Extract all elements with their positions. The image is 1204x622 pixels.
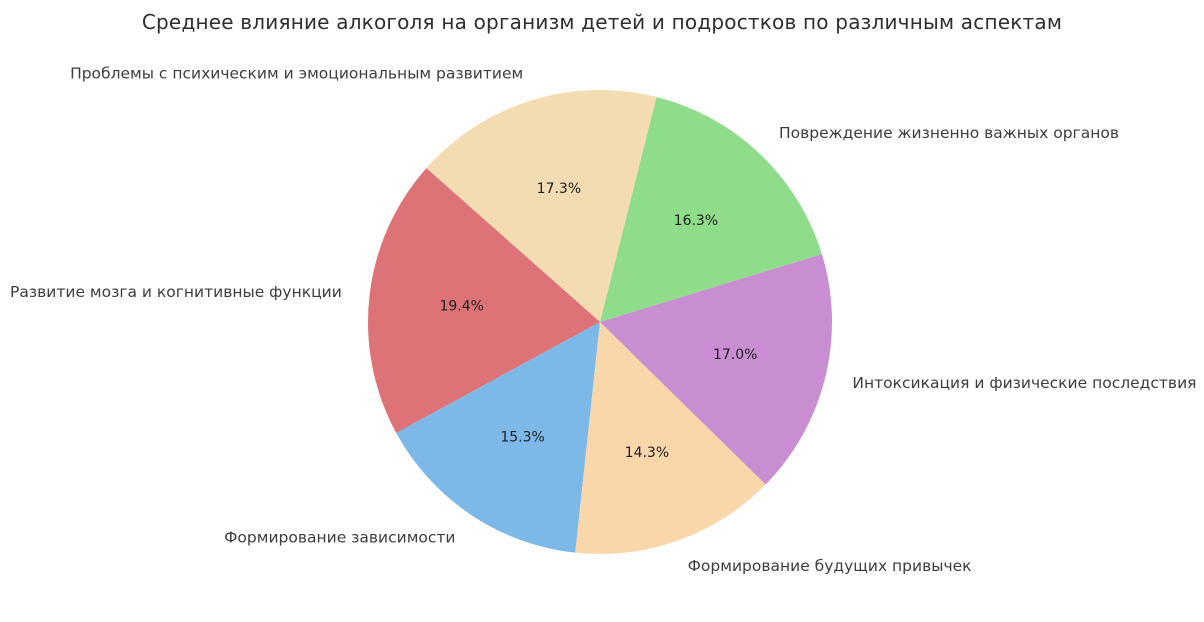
pie-slice-1	[426, 89, 657, 322]
pie-slice-label-0: Повреждение жизненно важных органов	[779, 124, 1119, 142]
chart-title: Среднее влияние алкоголя на организм дет…	[141, 10, 1063, 34]
pie-slice-label-4: Формирование будущих привычек	[688, 557, 972, 575]
pie-slice-pct-1: 17.3%	[537, 181, 581, 197]
pie-slice-pct-4: 14.3%	[625, 445, 669, 461]
pie-slice-label-3: Формирование зависимости	[224, 529, 455, 547]
pie-slice-pct-5: 17.0%	[713, 347, 757, 363]
pie-slice-5	[600, 254, 832, 485]
pie-slice-3	[396, 322, 600, 553]
pie-slice-2	[367, 168, 600, 433]
pie-slice-pct-0: 16.3%	[674, 213, 718, 229]
pie-slice-4	[575, 322, 766, 554]
pie-slice-0	[600, 96, 822, 322]
pie-slice-pct-2: 19.4%	[439, 298, 483, 314]
pie-slice-label-5: Интоксикация и физические последствия	[852, 374, 1196, 392]
pie-slice-label-1: Проблемы с психическим и эмоциональным р…	[70, 64, 523, 82]
pie-slice-label-2: Развитие мозга и когнитивные функции	[10, 283, 342, 301]
pie-slice-pct-3: 15.3%	[500, 430, 544, 446]
